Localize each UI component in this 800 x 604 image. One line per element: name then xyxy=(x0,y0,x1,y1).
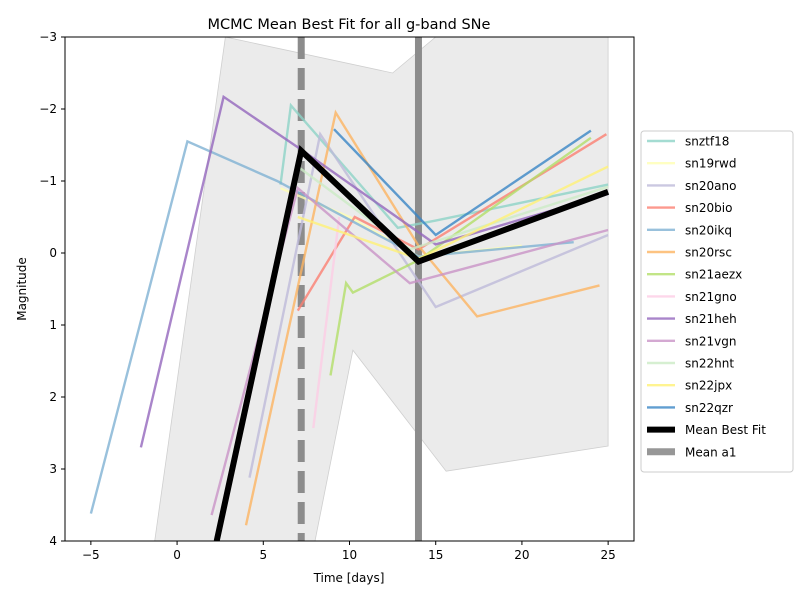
x-tick-label: 10 xyxy=(342,548,357,562)
legend-label: Mean Best Fit xyxy=(685,423,766,437)
legend-box xyxy=(640,130,794,473)
series-line-sn20ikq xyxy=(89,139,574,514)
y-tick-label: 4 xyxy=(49,534,57,548)
confidence-band xyxy=(154,37,609,541)
legend-label: sn22hnt xyxy=(685,357,734,371)
legend-label: sn20rsc xyxy=(685,246,732,260)
series-line-sn21gno xyxy=(312,216,341,429)
y-tick-label: −3 xyxy=(39,30,57,44)
series-line-sn22qzr xyxy=(333,128,592,237)
x-tick-label: 20 xyxy=(514,548,529,562)
y-tick-label: 1 xyxy=(49,318,57,332)
x-tick-label: 15 xyxy=(428,548,443,562)
legend-label: sn21heh xyxy=(685,312,737,326)
legend-label: sn19rwd xyxy=(685,157,737,171)
plot-area xyxy=(89,37,610,541)
series-line-sn21aezx xyxy=(329,136,592,376)
legend-label: sn21vgn xyxy=(685,334,736,348)
plot-inner xyxy=(89,37,610,541)
legend-label: sn22qzr xyxy=(685,401,733,415)
y-tick-label: 0 xyxy=(49,246,57,260)
legend-label: sn20ikq xyxy=(685,223,732,237)
x-tick-label: 25 xyxy=(600,548,615,562)
axes: −5 0 5 10 15 20 25 −3 −2 −1 0 1 2 3 4 xyxy=(39,30,635,562)
legend-label: sn21gno xyxy=(685,290,737,304)
x-tick-label: −5 xyxy=(82,548,100,562)
y-tick-label: 3 xyxy=(49,462,57,476)
chart-title: MCMC Mean Best Fit for all g-band SNe xyxy=(208,17,491,33)
y-tick-label: −2 xyxy=(39,102,57,116)
legend-label: sn21aezx xyxy=(685,268,742,282)
x-axis-label: Time [days] xyxy=(313,571,385,585)
series-line-mean-best-fit xyxy=(213,144,610,541)
legend-label: sn20bio xyxy=(685,201,732,215)
legend-label: sn20ano xyxy=(685,179,736,193)
y-tick-label: 2 xyxy=(49,390,57,404)
y-axis-label: Magnitude xyxy=(15,257,29,321)
legend-label: sn22jpx xyxy=(685,379,732,393)
legend-label: snztf18 xyxy=(685,135,729,149)
x-tick-label: 5 xyxy=(259,548,267,562)
legend: snztf18 sn19rwd sn20ano sn20bio sn20ikq sn20r… xyxy=(640,130,794,473)
legend-label: Mean a1 xyxy=(685,445,737,459)
y-tick-label: −1 xyxy=(39,174,57,188)
x-tick-label: 0 xyxy=(173,548,181,562)
